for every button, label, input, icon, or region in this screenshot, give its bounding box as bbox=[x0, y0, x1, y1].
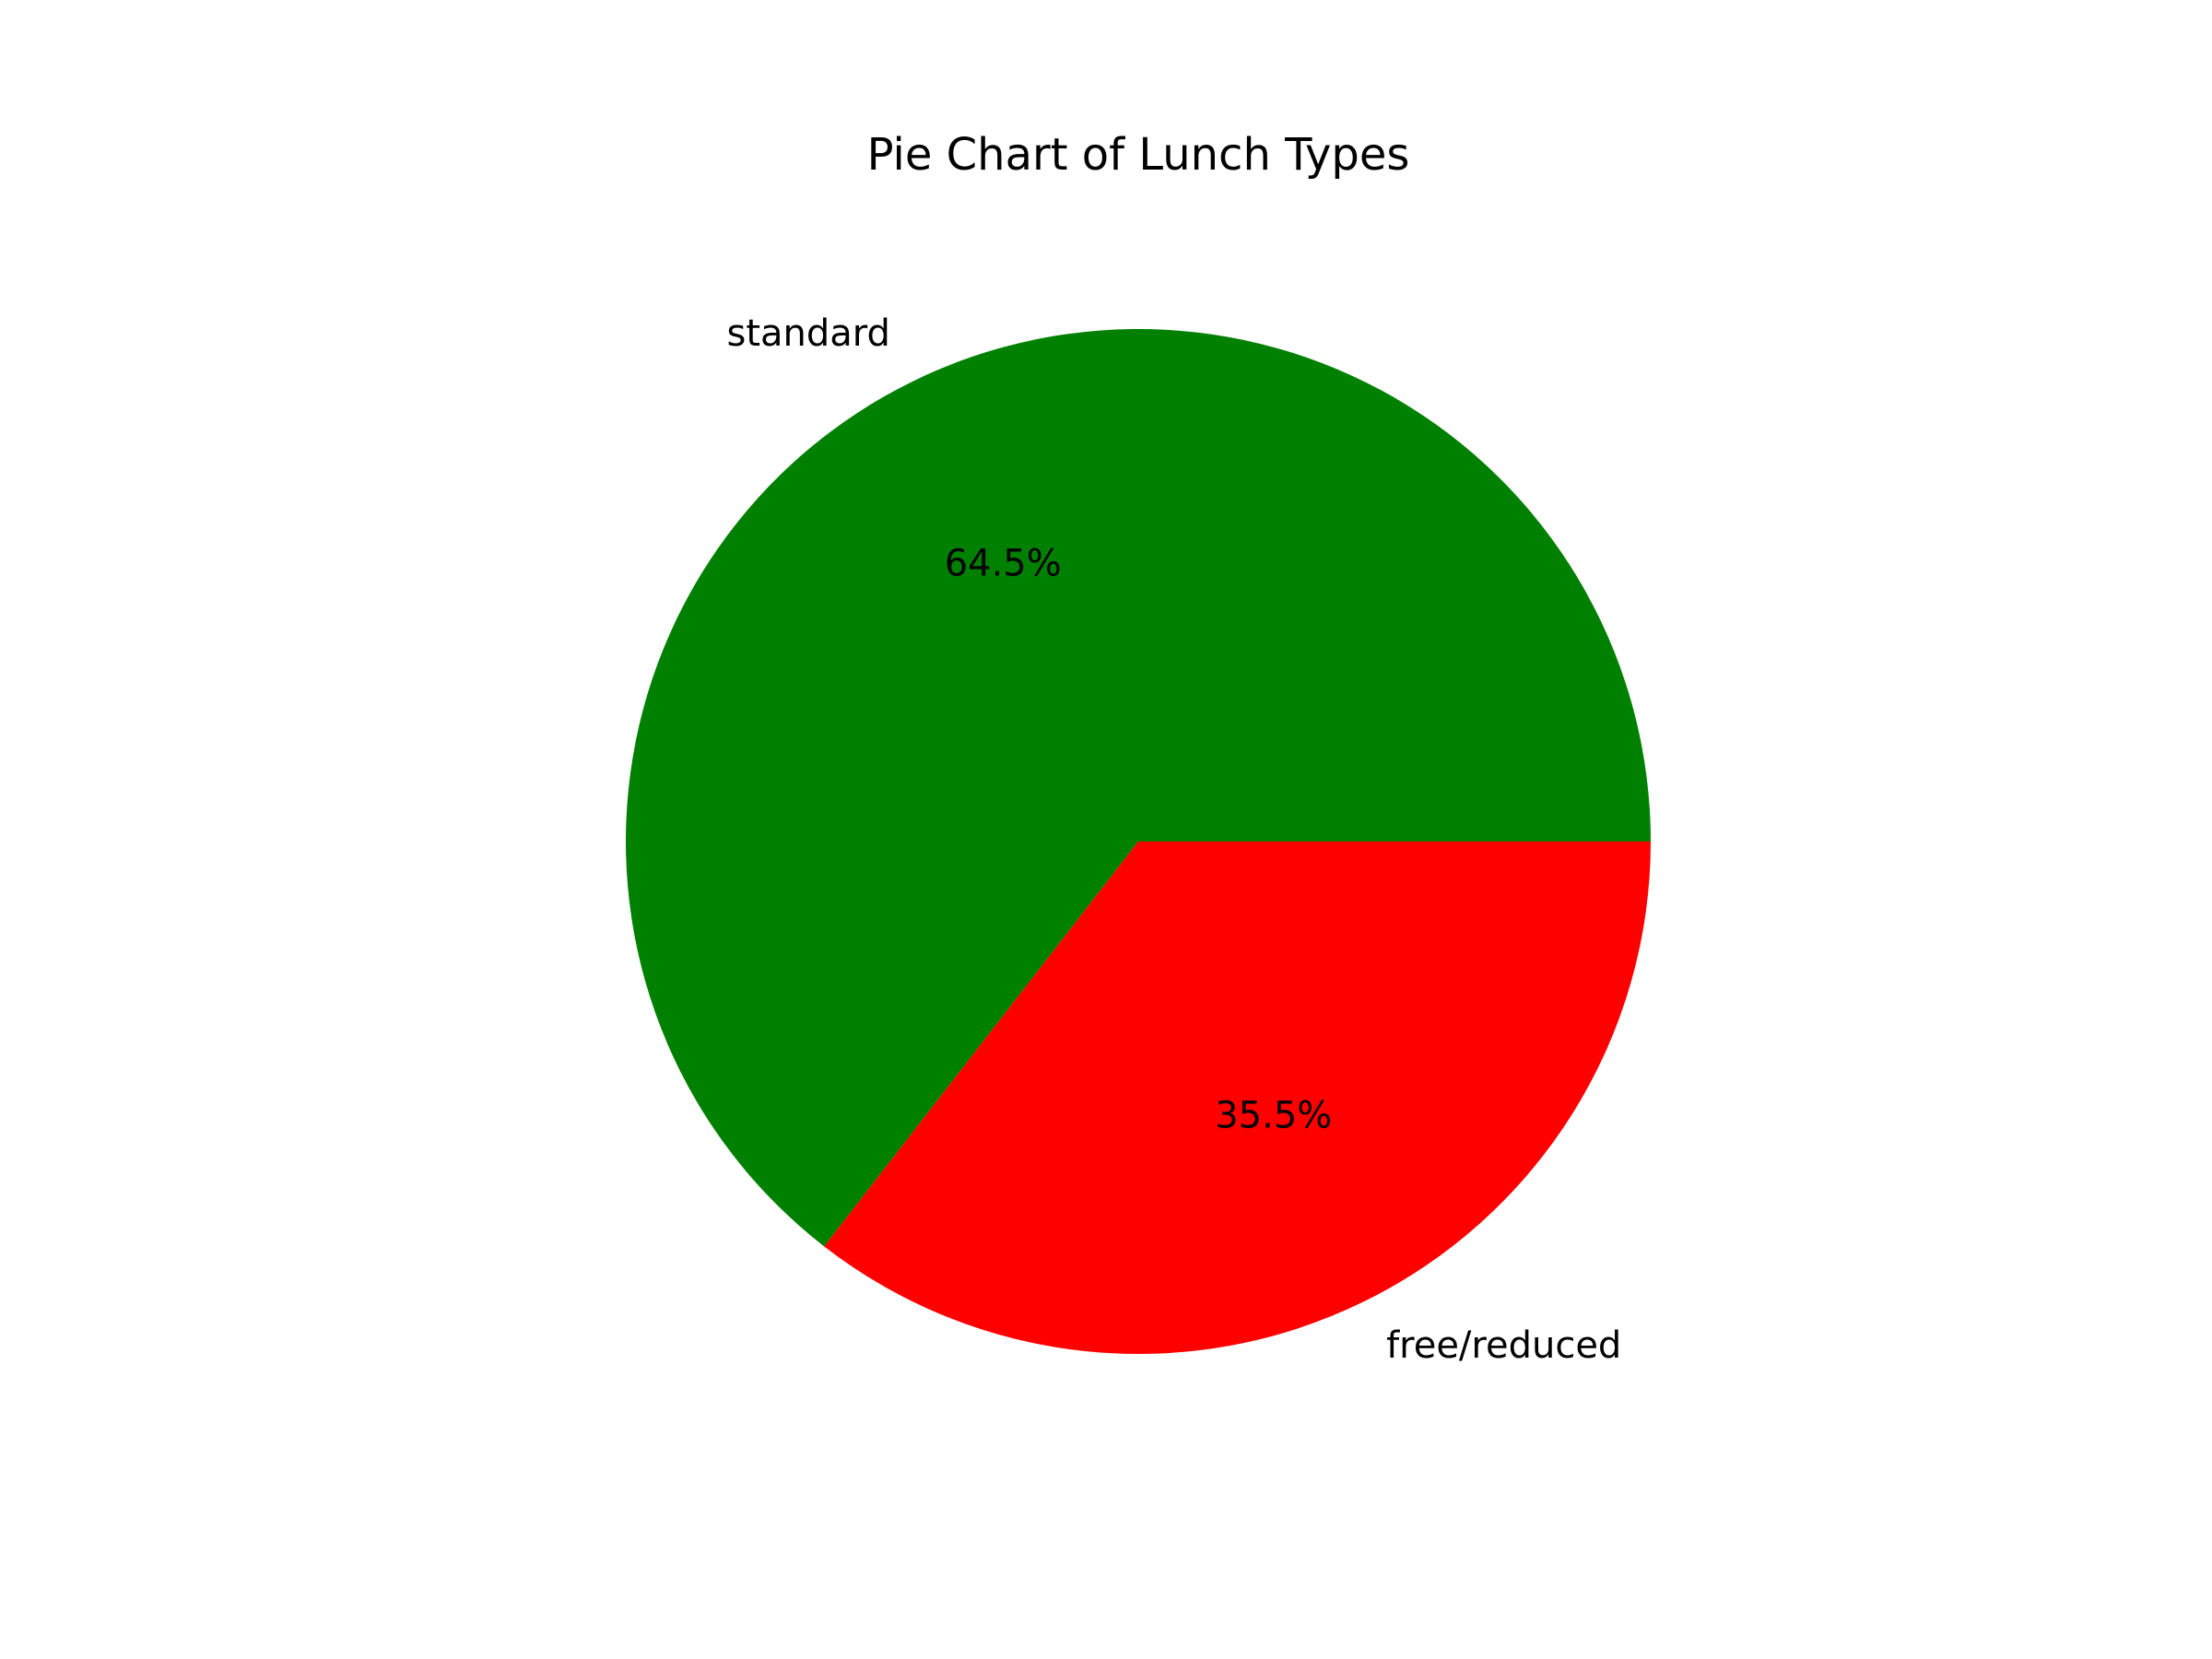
chart-title: Pie Chart of Lunch Types bbox=[866, 129, 1410, 181]
pie-slice-standard bbox=[626, 329, 1651, 1247]
slice-percent-label: 35.5% bbox=[1215, 1095, 1332, 1137]
pie-labels: standard 64.5% free/reduced 35.5% bbox=[727, 312, 1622, 1367]
slice-label: standard bbox=[727, 312, 890, 355]
slice-label: free/reduced bbox=[1386, 1324, 1621, 1367]
pie-slices bbox=[626, 329, 1651, 1354]
pie-slice-free-reduced bbox=[824, 841, 1651, 1354]
slice-percent-label: 64.5% bbox=[945, 542, 1062, 584]
